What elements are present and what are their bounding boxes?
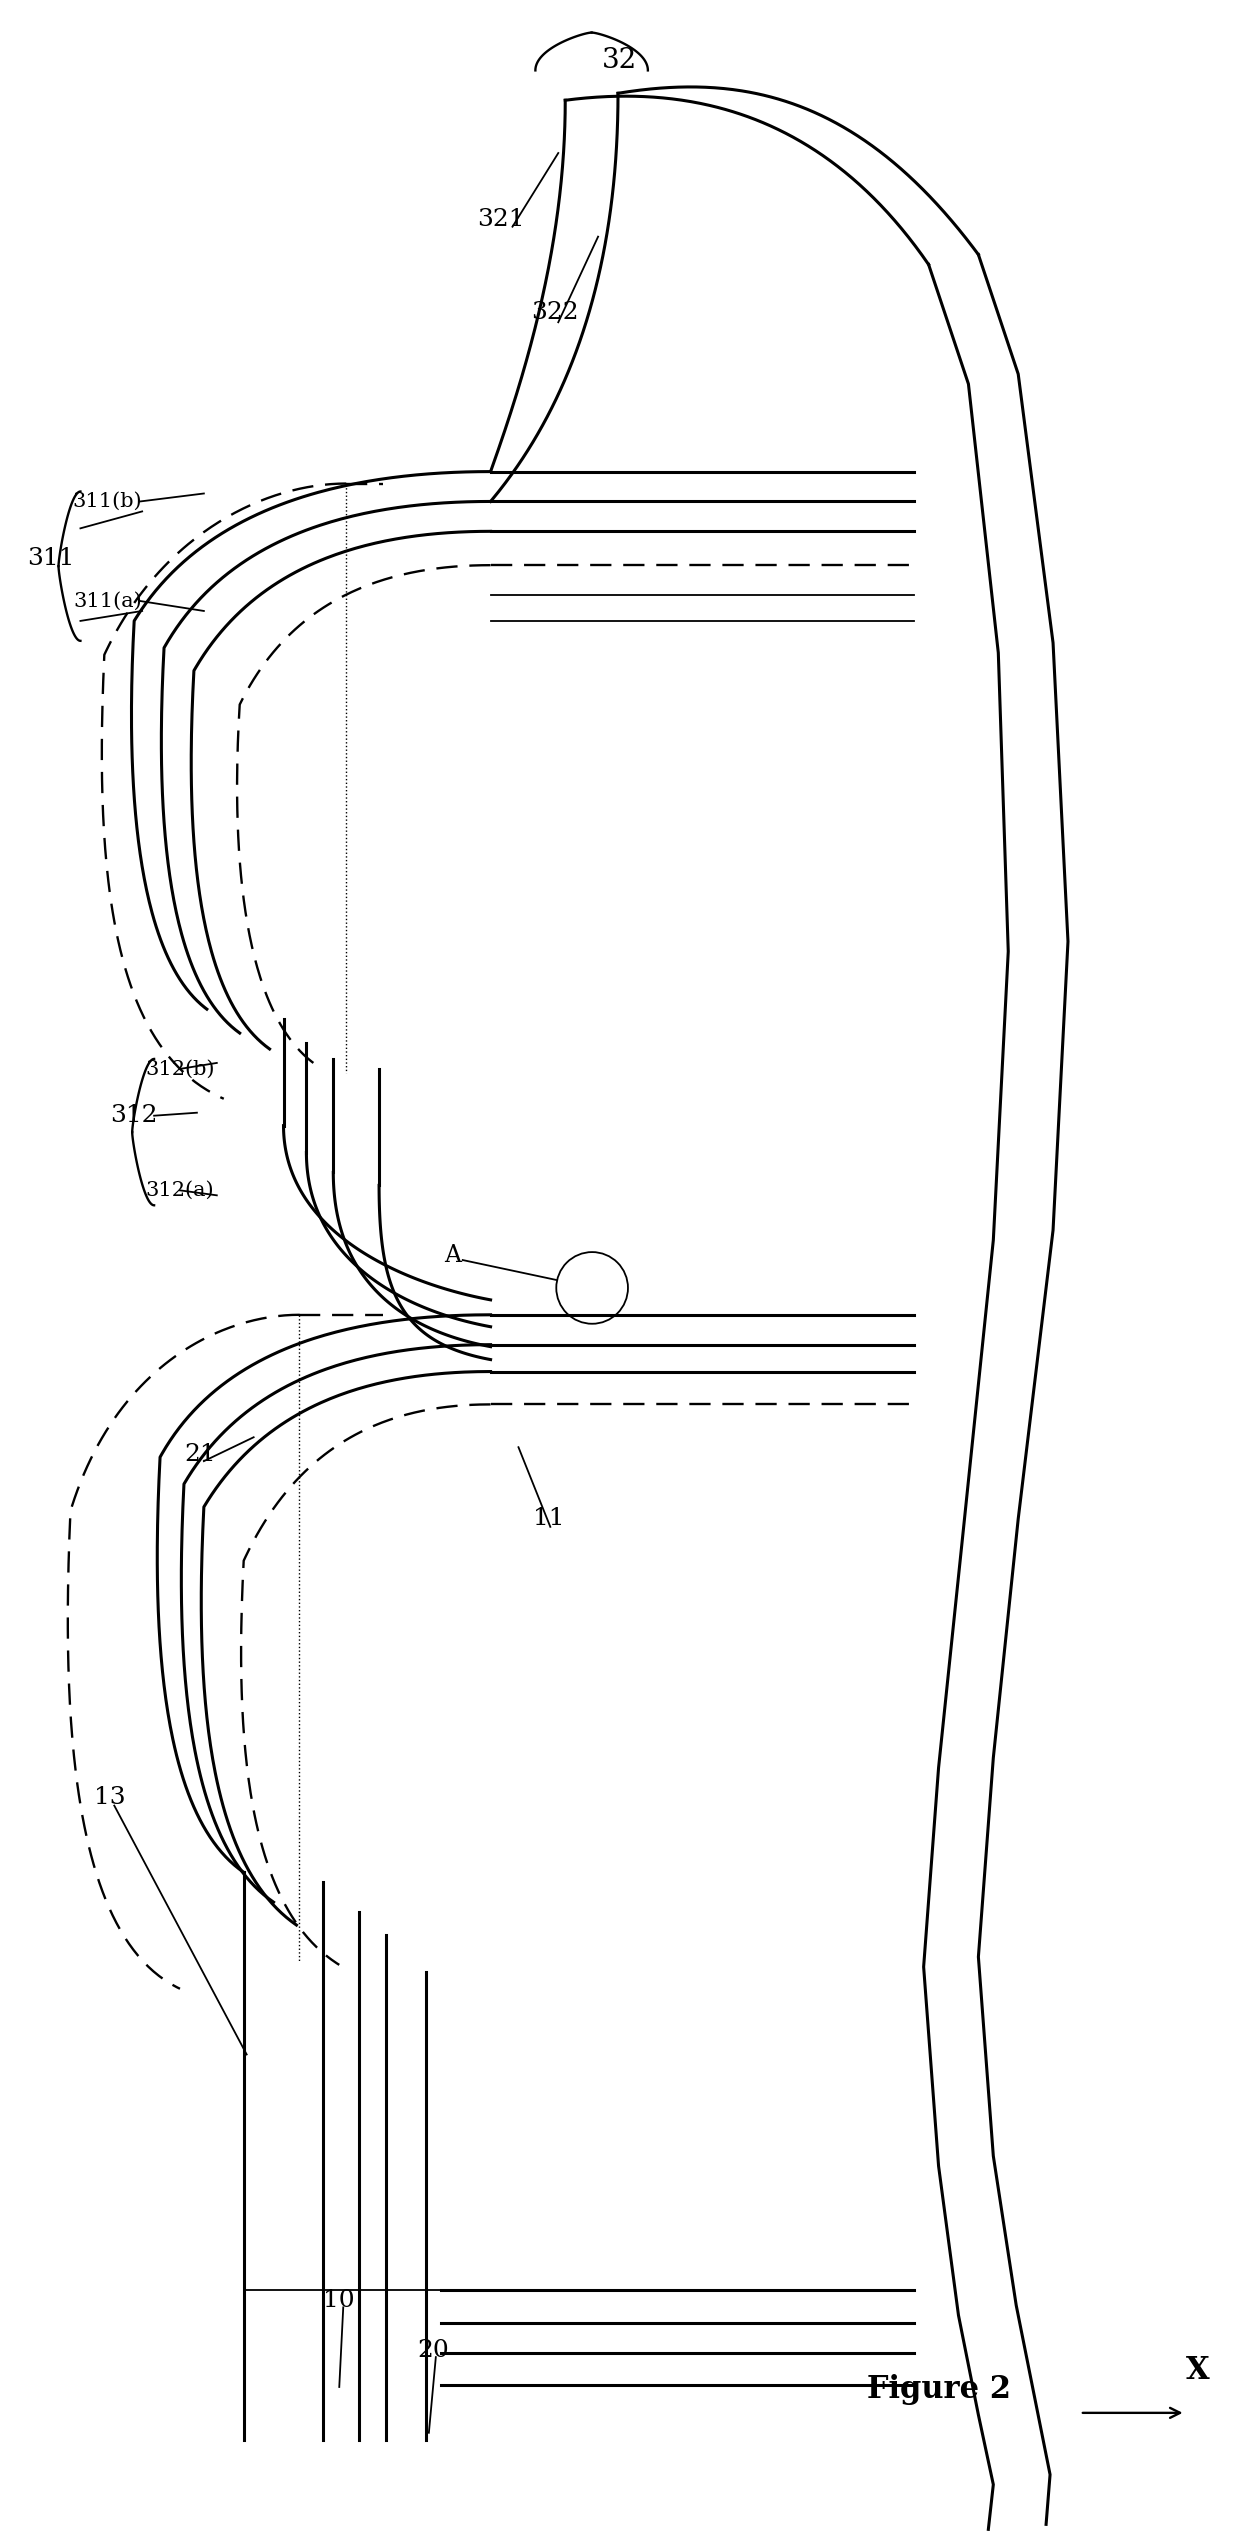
Text: 20: 20 xyxy=(417,2338,449,2361)
Text: Figure 2: Figure 2 xyxy=(867,2374,1011,2404)
Text: 21: 21 xyxy=(184,1442,216,1465)
Text: 312(a): 312(a) xyxy=(145,1181,215,1201)
Text: 311: 311 xyxy=(27,546,74,569)
Text: 13: 13 xyxy=(94,1785,126,1810)
Text: 10: 10 xyxy=(324,2288,355,2313)
Text: 32: 32 xyxy=(603,46,637,74)
Text: 321: 321 xyxy=(477,208,525,231)
Text: 312: 312 xyxy=(110,1104,157,1127)
Text: 312(b): 312(b) xyxy=(145,1059,215,1079)
Text: X: X xyxy=(1185,2354,1209,2387)
Text: 311(a): 311(a) xyxy=(73,592,141,609)
Text: A: A xyxy=(444,1244,461,1267)
Text: 322: 322 xyxy=(532,300,579,325)
Text: 11: 11 xyxy=(532,1508,564,1531)
Text: 311(b): 311(b) xyxy=(72,493,143,510)
